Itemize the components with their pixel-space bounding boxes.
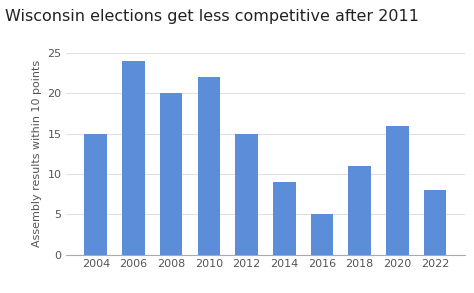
Text: Wisconsin elections get less competitive after 2011: Wisconsin elections get less competitive… [5,9,419,24]
Bar [348,166,371,255]
Bar [235,134,258,255]
Bar [84,134,107,255]
Bar [122,61,145,255]
Y-axis label: Assembly results within 10 points: Assembly results within 10 points [32,60,42,247]
Bar [198,77,220,255]
Bar [424,190,447,255]
Bar [386,125,409,255]
Bar [160,93,182,255]
Bar [273,182,296,255]
Bar [310,214,333,255]
